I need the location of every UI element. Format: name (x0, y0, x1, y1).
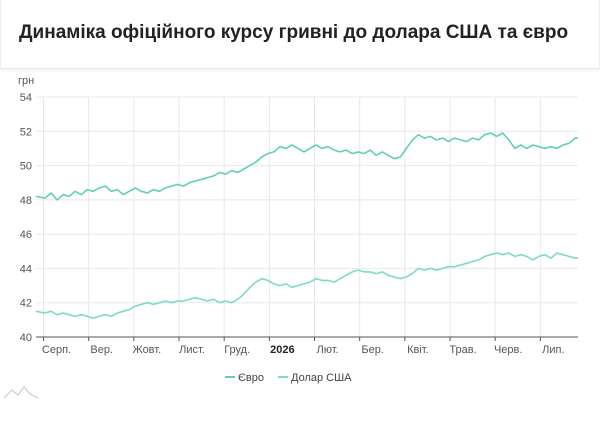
y-axis: 40 42 44 46 48 50 52 54 (20, 92, 32, 344)
legend-item-0[interactable]: Євро (225, 372, 264, 384)
series-lines (35, 132, 578, 319)
y-tick-label: 42 (20, 298, 32, 310)
y-unit-label: грн (18, 75, 34, 87)
x-axis: Серп. Вер. Жовт. Лист. Груд. 2026 Лют. Бер. Квіт… (36, 336, 578, 356)
x-tick-label: Серп. (42, 344, 71, 356)
x-tick-label: Квіт. (407, 344, 429, 356)
x-tick-label: Лист. (179, 344, 205, 356)
legend[interactable]: Євро Долар США (225, 372, 352, 384)
x-tick-label: Лип. (542, 344, 564, 356)
wave-logo-icon (3, 386, 39, 399)
y-tick-label: 46 (20, 229, 32, 241)
x-tick-label: Жовт. (133, 344, 162, 356)
y-tick-label: 50 (20, 161, 32, 173)
x-tick-label: Груд. (224, 344, 250, 356)
chart-title: Динаміка офіційного курсу гривні до дола… (19, 22, 569, 43)
y-tick-label: 54 (20, 92, 32, 104)
grid-lines (36, 96, 578, 338)
series-line-0 (35, 132, 578, 201)
x-tick-label: Трав. (449, 344, 476, 356)
y-tick-label: 44 (20, 263, 32, 275)
y-tick-label: 52 (20, 126, 32, 138)
y-unit-label-group: грн (18, 75, 34, 87)
legend-label: Долар США (291, 372, 352, 384)
series-line-1 (35, 252, 578, 319)
x-tick-label: Лют. (316, 344, 338, 356)
line-chart: грн 40 42 44 46 48 50 52 54 Серп. Вер. Жовт. Лист.… (3, 75, 578, 399)
legend-item-1[interactable]: Долар США (278, 372, 352, 384)
legend-label: Євро (238, 372, 264, 384)
x-tick-label: 2026 (270, 344, 294, 356)
y-tick-label: 48 (20, 195, 32, 207)
x-tick-label: Бер. (361, 344, 384, 356)
y-tick-label: 40 (20, 332, 32, 344)
chart-header: Динаміка офіційного курсу гривні до дола… (0, 0, 600, 69)
x-tick-label: Вер. (90, 344, 113, 356)
x-tick-label: Черв. (494, 344, 522, 356)
